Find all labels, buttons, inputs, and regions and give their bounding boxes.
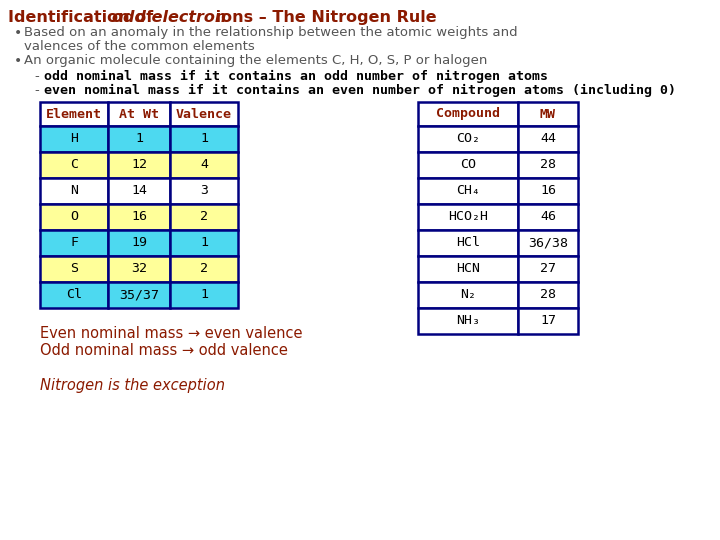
Text: 46: 46: [540, 211, 556, 224]
Text: F: F: [70, 237, 78, 249]
Bar: [108, 256, 170, 282]
Bar: [170, 102, 238, 126]
Bar: [40, 126, 108, 152]
Text: CO₂: CO₂: [456, 132, 480, 145]
Text: 2: 2: [200, 211, 208, 224]
Text: HCl: HCl: [456, 237, 480, 249]
Bar: [518, 308, 578, 334]
Text: •: •: [14, 54, 22, 68]
Text: even nominal mass if it contains an even number of nitrogen atoms (including 0): even nominal mass if it contains an even…: [44, 84, 676, 97]
Text: MW: MW: [540, 107, 556, 120]
Bar: [40, 152, 108, 178]
Text: 14: 14: [131, 185, 147, 198]
Text: S: S: [70, 262, 78, 275]
Bar: [518, 178, 578, 204]
Text: 16: 16: [131, 211, 147, 224]
Bar: [108, 102, 170, 126]
Text: -: -: [34, 70, 39, 83]
Bar: [170, 126, 238, 152]
Text: 1: 1: [200, 288, 208, 301]
Text: 36/38: 36/38: [528, 237, 568, 249]
Bar: [518, 230, 578, 256]
Text: odd electron: odd electron: [112, 10, 226, 25]
Bar: [418, 126, 518, 152]
Bar: [108, 152, 170, 178]
Text: N₂: N₂: [460, 288, 476, 301]
Bar: [518, 282, 578, 308]
Text: 32: 32: [131, 262, 147, 275]
Text: 2: 2: [200, 262, 208, 275]
Bar: [418, 308, 518, 334]
Bar: [108, 282, 170, 308]
Bar: [518, 256, 578, 282]
Text: An organic molecule containing the elements C, H, O, S, P or halogen: An organic molecule containing the eleme…: [24, 54, 487, 67]
Bar: [40, 230, 108, 256]
Bar: [108, 204, 170, 230]
Text: ions – The Nitrogen Rule: ions – The Nitrogen Rule: [210, 10, 436, 25]
Text: At Wt: At Wt: [119, 107, 159, 120]
Bar: [170, 230, 238, 256]
Bar: [170, 282, 238, 308]
Bar: [40, 204, 108, 230]
Text: 28: 28: [540, 288, 556, 301]
Bar: [518, 204, 578, 230]
Text: odd nominal mass if it contains an odd number of nitrogen atoms: odd nominal mass if it contains an odd n…: [44, 70, 548, 83]
Bar: [170, 204, 238, 230]
Bar: [518, 126, 578, 152]
Text: 3: 3: [200, 185, 208, 198]
Text: Compound: Compound: [436, 107, 500, 120]
Bar: [40, 256, 108, 282]
Text: 1: 1: [135, 132, 143, 145]
Bar: [518, 102, 578, 126]
Bar: [518, 152, 578, 178]
Text: •: •: [14, 26, 22, 40]
Text: Identification of: Identification of: [8, 10, 159, 25]
Text: 35/37: 35/37: [119, 288, 159, 301]
Bar: [418, 102, 518, 126]
Text: N: N: [70, 185, 78, 198]
Text: HCO₂H: HCO₂H: [448, 211, 488, 224]
Text: Cl: Cl: [66, 288, 82, 301]
Bar: [170, 256, 238, 282]
Text: 17: 17: [540, 314, 556, 327]
Text: -: -: [34, 84, 39, 97]
Bar: [108, 230, 170, 256]
Text: 27: 27: [540, 262, 556, 275]
Bar: [40, 102, 108, 126]
Text: 4: 4: [200, 159, 208, 172]
Text: H: H: [70, 132, 78, 145]
Text: Based on an anomaly in the relationship between the atomic weights and: Based on an anomaly in the relationship …: [24, 26, 518, 39]
Text: C: C: [70, 159, 78, 172]
Text: 44: 44: [540, 132, 556, 145]
Bar: [108, 178, 170, 204]
Bar: [108, 126, 170, 152]
Text: CH₄: CH₄: [456, 185, 480, 198]
Bar: [418, 282, 518, 308]
Text: Odd nominal mass → odd valence: Odd nominal mass → odd valence: [40, 343, 288, 358]
Bar: [418, 204, 518, 230]
Text: 19: 19: [131, 237, 147, 249]
Bar: [170, 178, 238, 204]
Text: Element: Element: [46, 107, 102, 120]
Text: NH₃: NH₃: [456, 314, 480, 327]
Text: CO: CO: [460, 159, 476, 172]
Text: Valence: Valence: [176, 107, 232, 120]
Text: 12: 12: [131, 159, 147, 172]
Text: O: O: [70, 211, 78, 224]
Text: valences of the common elements: valences of the common elements: [24, 40, 255, 53]
Text: 1: 1: [200, 237, 208, 249]
Text: 28: 28: [540, 159, 556, 172]
Text: 1: 1: [200, 132, 208, 145]
Bar: [40, 282, 108, 308]
Bar: [418, 178, 518, 204]
Text: Even nominal mass → even valence: Even nominal mass → even valence: [40, 326, 302, 341]
Text: 16: 16: [540, 185, 556, 198]
Text: Nitrogen is the exception: Nitrogen is the exception: [40, 378, 225, 393]
Bar: [170, 152, 238, 178]
Bar: [418, 152, 518, 178]
Bar: [40, 178, 108, 204]
Text: HCN: HCN: [456, 262, 480, 275]
Bar: [418, 256, 518, 282]
Bar: [418, 230, 518, 256]
